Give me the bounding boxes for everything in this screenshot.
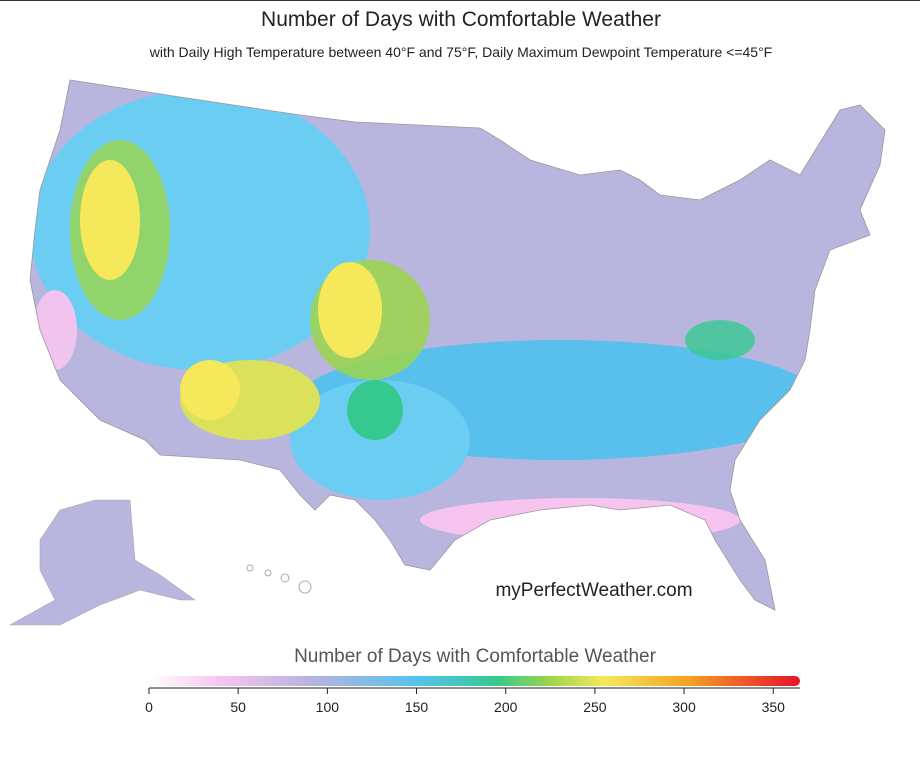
us-outline — [29, 79, 886, 611]
tick-label: 250 — [583, 699, 607, 715]
legend: Number of Days with Comfortable Weather … — [145, 646, 800, 715]
subtitle: with Daily High Temperature between 40°F… — [149, 44, 772, 60]
title: Number of Days with Comfortable Weather — [261, 8, 661, 31]
watermark: myPerfectWeather.com — [495, 580, 692, 601]
color-bar — [149, 676, 800, 686]
hawaii — [246, 564, 312, 594]
tick-label: 100 — [316, 699, 340, 715]
legend-title: Number of Days with Comfortable Weather — [294, 646, 657, 667]
tick-label: 300 — [672, 699, 696, 715]
tick-label: 0 — [145, 699, 153, 715]
tick-label: 50 — [230, 699, 246, 715]
contiguous-us — [30, 80, 885, 610]
tick-label: 350 — [762, 699, 786, 715]
alaska — [8, 499, 196, 626]
tick-label: 150 — [405, 699, 429, 715]
map: myPerfectWeather.com — [8, 79, 886, 626]
tick-label: 200 — [494, 699, 518, 715]
